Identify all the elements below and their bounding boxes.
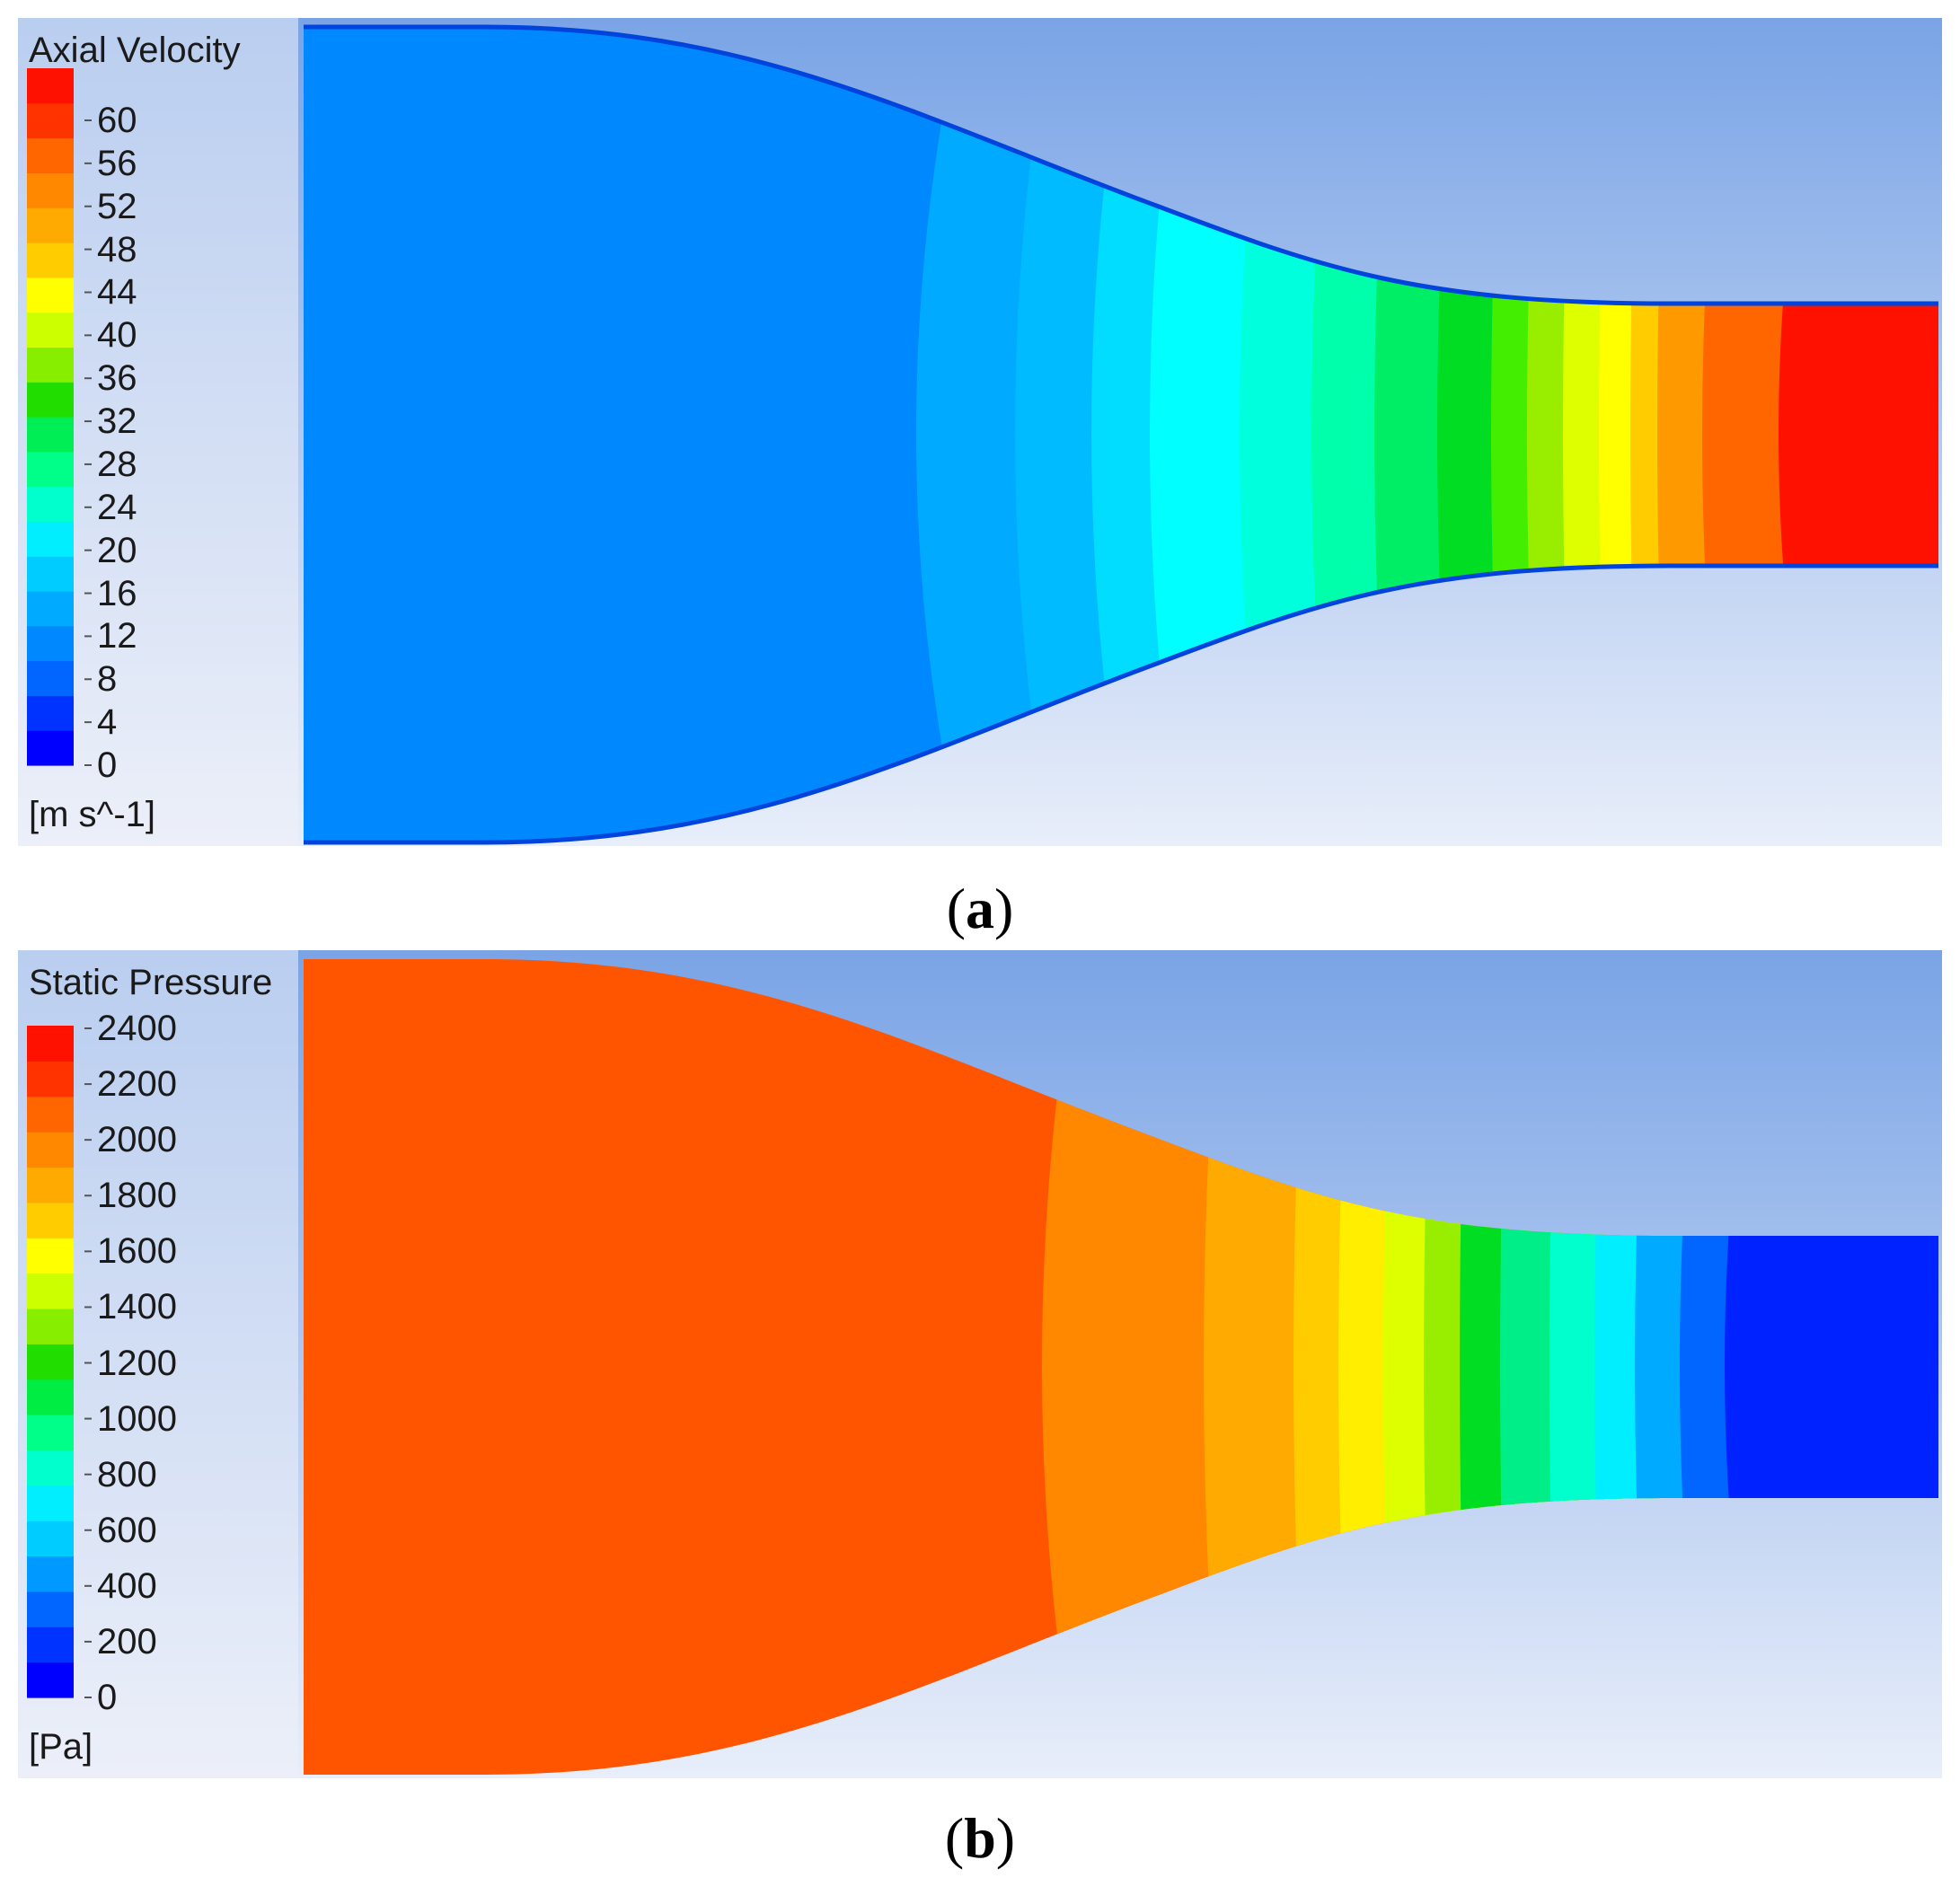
colorbar-segment — [27, 625, 74, 662]
colorbar-segment — [27, 1415, 74, 1451]
colorbar-segment — [27, 417, 74, 453]
colorbar-segment — [27, 695, 74, 731]
tick-label: 44 — [97, 272, 137, 313]
colorbar-segment — [27, 172, 74, 208]
axial-velocity-contour-panel: Axial Velocity 60 56 52 48 44 40 36 32 28 24 20 16 1… — [18, 18, 1942, 846]
tick-label: 20 — [97, 530, 137, 570]
tick-label: 36 — [97, 358, 137, 399]
tick-label: 400 — [97, 1565, 157, 1606]
axial-velocity-contour-plot — [18, 18, 1942, 846]
tick-label: 32 — [97, 401, 137, 442]
colorbar-segment — [27, 1273, 74, 1309]
caption-letter: a — [966, 877, 994, 940]
colorbar-segment — [27, 1132, 74, 1168]
colorbar-segment — [27, 312, 74, 348]
colorbar-segment — [27, 1591, 74, 1627]
colorbar-segment — [27, 1626, 74, 1663]
colorbar-segment — [27, 1450, 74, 1486]
tick-label: 52 — [97, 186, 137, 226]
colorbar-segment — [27, 1308, 74, 1344]
legend-units: [m s^-1] — [29, 795, 155, 834]
tick-label: 0 — [97, 1678, 118, 1717]
tick-label: 1800 — [97, 1176, 177, 1216]
colorbar-segment — [27, 137, 74, 173]
colorbar-segment — [27, 347, 74, 383]
tick-label: 200 — [97, 1621, 157, 1662]
tick-label: 800 — [97, 1454, 157, 1494]
nozzle-lower-wall — [304, 563, 1938, 845]
colorbar-segment — [27, 68, 74, 104]
colorbar-segment — [27, 521, 74, 557]
colorbar-segment — [27, 102, 74, 139]
static-pressure-contour-plot — [18, 950, 1942, 1778]
tick-label: 1200 — [97, 1343, 177, 1383]
colorbar-segment — [27, 1379, 74, 1415]
tick-label: 60 — [97, 101, 137, 140]
legend-title: Axial Velocity — [29, 31, 241, 70]
legend-title: Static Pressure — [29, 963, 273, 1002]
colorbar-segment — [27, 730, 74, 766]
tick-label: 8 — [97, 659, 118, 700]
colorbar-segment — [27, 1026, 74, 1062]
tick-label: 24 — [97, 487, 137, 527]
tick-label: 0 — [97, 745, 118, 785]
tick-label: 16 — [97, 573, 137, 613]
colorbar-segment — [27, 1202, 74, 1238]
tick-label: 56 — [97, 143, 137, 183]
colorbar-segment — [27, 1061, 74, 1097]
colorbar-segment — [27, 1556, 74, 1592]
colorbar-segment — [27, 1521, 74, 1557]
tick-label: 600 — [97, 1510, 157, 1550]
colorbar-segment — [27, 1238, 74, 1274]
caption-letter: b — [964, 1806, 996, 1870]
tick-label: 2200 — [97, 1064, 177, 1105]
tick-label: 12 — [97, 616, 137, 657]
colorbar-segment — [27, 556, 74, 592]
colorbar-segment — [27, 277, 74, 313]
tick-label: 2000 — [97, 1120, 177, 1160]
tick-label: 1000 — [97, 1398, 177, 1439]
nozzle-upper-wall — [304, 24, 1938, 306]
tick-label: 1600 — [97, 1231, 177, 1272]
tick-label: 28 — [97, 444, 137, 484]
tick-label: 1400 — [97, 1287, 177, 1327]
colorbar-segment — [27, 1662, 74, 1698]
colorbar-segment — [27, 451, 74, 488]
tick-label: 4 — [97, 702, 118, 743]
tick-label: 40 — [97, 315, 137, 356]
pressure-colorbar — [27, 1026, 92, 1698]
colorbar-segment — [27, 1485, 74, 1521]
colorbar-segment — [27, 1167, 74, 1203]
tick-label: 48 — [97, 229, 137, 269]
caption-b: (b) — [944, 1806, 1016, 1870]
tick-label: 2400 — [97, 1009, 177, 1048]
caption-a: (a) — [946, 877, 1014, 940]
colorbar-segment — [27, 660, 74, 696]
velocity-colorbar — [27, 68, 92, 766]
colorbar-segment — [27, 207, 74, 243]
colorbar-segment — [27, 1096, 74, 1133]
static-pressure-contour-panel: Static Pressure 2400 2200 2000 1800 1600 1400… — [18, 950, 1942, 1778]
colorbar-segment — [27, 591, 74, 627]
colorbar-segment — [27, 382, 74, 418]
colorbar-segment — [27, 486, 74, 522]
legend-units: [Pa] — [29, 1727, 93, 1767]
colorbar-segment — [27, 242, 74, 278]
colorbar-segment — [27, 1344, 74, 1380]
